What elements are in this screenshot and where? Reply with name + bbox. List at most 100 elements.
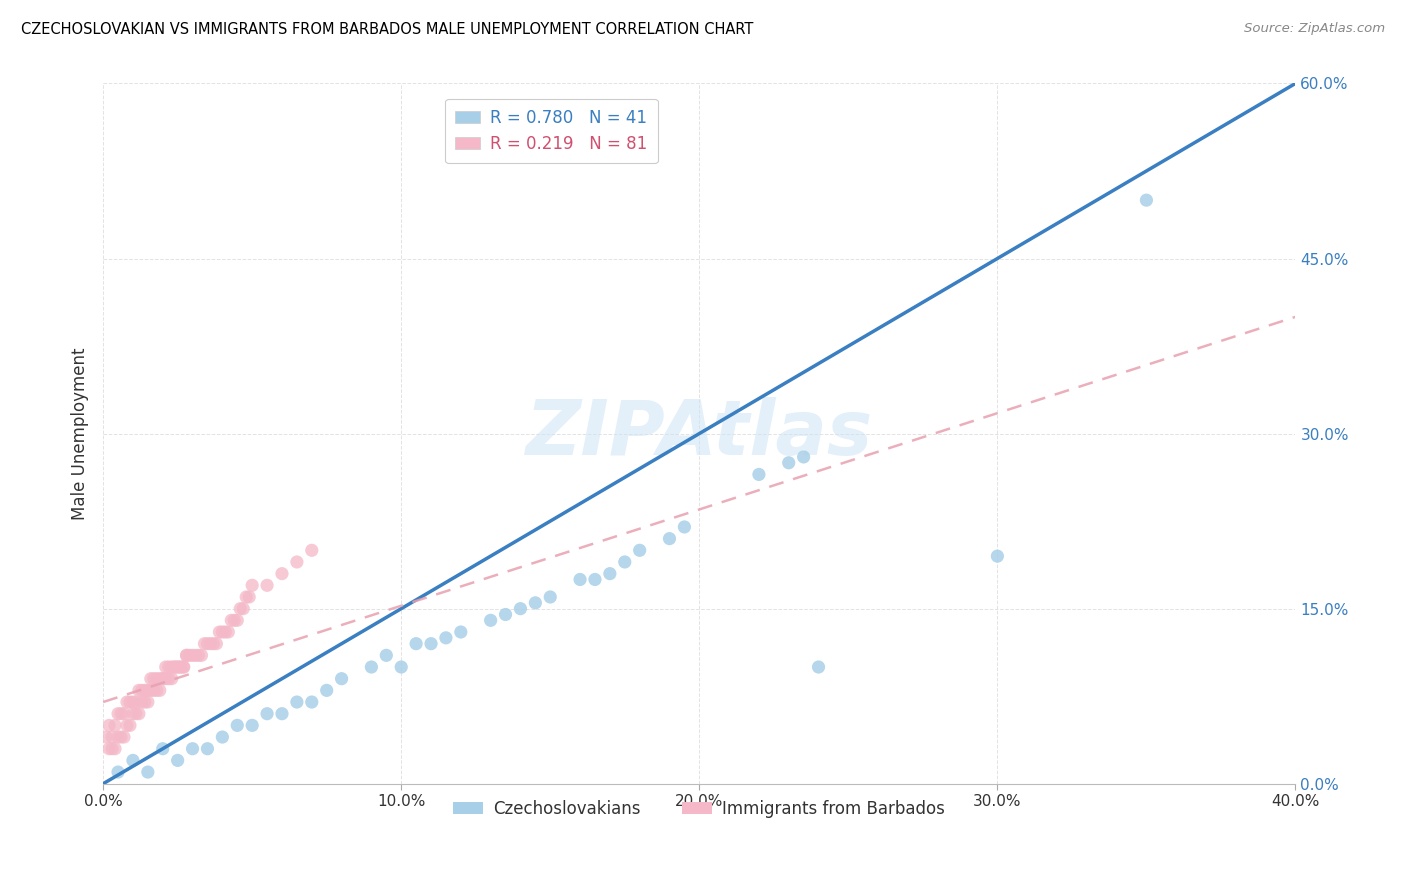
Point [152, 741, 174, 756]
Point [240, 718, 263, 732]
Point [748, 467, 770, 482]
Point [330, 672, 353, 686]
Point [136, 765, 159, 780]
Point [125, 695, 148, 709]
Point [658, 532, 681, 546]
Point [163, 660, 186, 674]
Point [149, 672, 172, 686]
Point [793, 450, 815, 464]
Point [139, 683, 162, 698]
Point [256, 706, 278, 721]
Point [197, 637, 219, 651]
Point [673, 520, 696, 534]
Point [217, 625, 239, 640]
Point [285, 695, 308, 709]
Point [146, 683, 169, 698]
Point [160, 672, 183, 686]
Point [628, 543, 651, 558]
Point [152, 672, 174, 686]
Point [107, 706, 129, 721]
Point [176, 648, 198, 663]
Point [509, 601, 531, 615]
Point [122, 695, 145, 709]
Point [232, 601, 254, 615]
Point [122, 706, 145, 721]
Point [208, 625, 231, 640]
Point [434, 631, 457, 645]
Point [173, 660, 195, 674]
Point [285, 555, 308, 569]
Point [142, 683, 165, 698]
Point [202, 637, 225, 651]
Point [115, 695, 138, 709]
Point [569, 573, 592, 587]
Point [98, 718, 121, 732]
Point [613, 555, 636, 569]
Point [136, 695, 159, 709]
Point [181, 741, 204, 756]
Point [139, 672, 162, 686]
Point [226, 718, 249, 732]
Point [149, 683, 172, 698]
Point [301, 695, 323, 709]
Point [98, 741, 121, 756]
Point [420, 637, 443, 651]
Point [200, 637, 222, 651]
Point [240, 578, 263, 592]
Point [197, 741, 219, 756]
Point [142, 672, 165, 686]
Point [176, 648, 198, 663]
Point [1135, 193, 1157, 207]
Point [157, 660, 180, 674]
Point [599, 566, 621, 581]
Point [134, 695, 156, 709]
Point [112, 730, 135, 744]
Point [104, 718, 127, 732]
Point [136, 683, 159, 698]
Point [134, 683, 156, 698]
Point [190, 648, 212, 663]
Point [179, 648, 201, 663]
Point [229, 601, 252, 615]
Point [238, 590, 260, 604]
Text: CZECHOSLOVAKIAN VS IMMIGRANTS FROM BARBADOS MALE UNEMPLOYMENT CORRELATION CHART: CZECHOSLOVAKIAN VS IMMIGRANTS FROM BARBA… [21, 22, 754, 37]
Point [301, 543, 323, 558]
Point [173, 660, 195, 674]
Point [479, 613, 502, 627]
Point [807, 660, 830, 674]
Point [224, 613, 246, 627]
Text: Source: ZipAtlas.com: Source: ZipAtlas.com [1244, 22, 1385, 36]
Point [107, 730, 129, 744]
Point [107, 765, 129, 780]
Point [495, 607, 517, 622]
Y-axis label: Male Unemployment: Male Unemployment [72, 347, 89, 520]
Point [101, 741, 124, 756]
Point [193, 637, 215, 651]
Point [160, 660, 183, 674]
Point [986, 549, 1008, 563]
Point [94, 730, 117, 744]
Point [214, 625, 236, 640]
Text: ZIPAtlas: ZIPAtlas [526, 397, 873, 471]
Point [405, 637, 427, 651]
Point [110, 706, 132, 721]
Point [583, 573, 606, 587]
Point [128, 683, 150, 698]
Point [166, 753, 188, 767]
Point [538, 590, 561, 604]
Point [169, 660, 191, 674]
Point [524, 596, 547, 610]
Point [146, 672, 169, 686]
Point [125, 706, 148, 721]
Point [235, 590, 257, 604]
Point [221, 613, 243, 627]
Point [157, 672, 180, 686]
Point [101, 730, 124, 744]
Point [155, 660, 177, 674]
Point [115, 718, 138, 732]
Point [187, 648, 209, 663]
Point [155, 672, 177, 686]
Point [315, 683, 337, 698]
Point [375, 648, 398, 663]
Point [131, 683, 153, 698]
